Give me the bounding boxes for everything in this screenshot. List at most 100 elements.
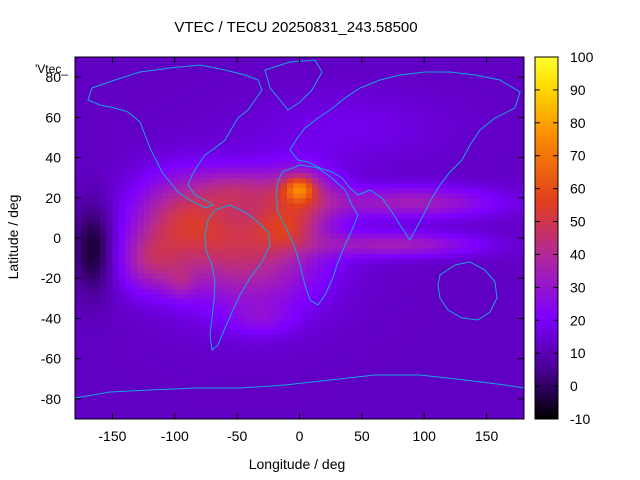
heatmap-cell: [237, 383, 244, 390]
heatmap-cell: [461, 393, 469, 400]
heatmap-cell: [455, 227, 463, 234]
heatmap-cell: [287, 122, 294, 128]
heatmap-cell: [280, 348, 288, 355]
heatmap-cell: [230, 212, 238, 219]
heatmap-cell: [492, 398, 500, 405]
heatmap-cell: [349, 137, 357, 144]
heatmap-cell: [467, 243, 475, 249]
heatmap-cell: [93, 207, 101, 214]
heatmap-cell: [499, 182, 506, 189]
heatmap-cell: [405, 363, 413, 370]
heatmap-cell: [149, 92, 157, 98]
heatmap-cell: [187, 278, 195, 284]
heatmap-cell: [474, 222, 481, 229]
heatmap-cell: [330, 187, 338, 194]
heatmap-cell: [81, 353, 89, 360]
heatmap-cell: [255, 308, 263, 315]
heatmap-cell: [305, 323, 313, 330]
heatmap-cell: [417, 107, 425, 113]
heatmap-cell: [268, 157, 276, 164]
heatmap-cell: [368, 368, 375, 375]
heatmap-cell: [218, 152, 226, 159]
heatmap-cell: [405, 398, 413, 405]
heatmap-cell: [336, 97, 344, 103]
heatmap-cell: [461, 408, 469, 415]
heatmap-cell: [124, 363, 132, 370]
heatmap-cell: [411, 192, 419, 199]
heatmap-cell: [93, 192, 101, 199]
heatmap-cell: [168, 92, 176, 98]
heatmap-cell: [374, 253, 382, 259]
heatmap-cell: [230, 253, 238, 259]
heatmap-cell: [318, 202, 326, 209]
heatmap-cell: [75, 248, 82, 254]
heatmap-cell: [149, 217, 157, 224]
heatmap-cell: [324, 162, 332, 169]
heatmap-cell: [411, 288, 419, 294]
heatmap-cell: [230, 122, 238, 128]
heatmap-cell: [399, 313, 407, 320]
heatmap-cell: [336, 157, 344, 164]
heatmap-cell: [436, 157, 444, 164]
heatmap-cell: [305, 268, 313, 274]
heatmap-cell: [199, 263, 207, 269]
heatmap-cell: [93, 227, 101, 234]
heatmap-cell: [293, 217, 301, 224]
heatmap-cell: [199, 212, 207, 219]
heatmap-cell: [268, 343, 276, 350]
heatmap-cell: [461, 313, 469, 320]
heatmap-cell: [399, 293, 407, 299]
heatmap-cell: [505, 258, 513, 264]
heatmap-cell: [336, 112, 344, 118]
heatmap-cell: [224, 348, 232, 355]
heatmap-cell: [474, 348, 481, 355]
heatmap-cell: [399, 303, 407, 309]
heatmap-cell: [436, 117, 444, 123]
heatmap-cell: [274, 97, 282, 103]
heatmap-cell: [467, 212, 475, 219]
heatmap-cell: [174, 278, 182, 284]
heatmap-cell: [268, 373, 276, 380]
heatmap-cell: [87, 137, 95, 144]
heatmap-cell: [499, 308, 506, 315]
heatmap-cell: [81, 398, 89, 405]
heatmap-cell: [112, 308, 120, 315]
heatmap-cell: [399, 393, 407, 400]
heatmap-cell: [118, 117, 126, 123]
heatmap-cell: [199, 248, 207, 254]
heatmap-cell: [343, 258, 350, 264]
heatmap-cell: [449, 82, 457, 88]
heatmap-cell: [112, 328, 120, 335]
heatmap-cell: [156, 278, 163, 284]
heatmap-cell: [187, 82, 195, 88]
heatmap-cell: [424, 157, 432, 164]
heatmap-cell: [442, 117, 450, 123]
heatmap-cell: [492, 268, 500, 274]
heatmap-cell: [205, 137, 213, 144]
heatmap-cell: [124, 182, 132, 189]
heatmap-cell: [268, 172, 276, 179]
heatmap-cell: [205, 97, 213, 103]
heatmap-cell: [243, 358, 251, 365]
heatmap-cell: [386, 92, 394, 98]
heatmap-cell: [517, 393, 524, 400]
heatmap-cell: [230, 368, 238, 375]
heatmap-cell: [424, 82, 432, 88]
heatmap-cell: [474, 363, 481, 370]
heatmap-cell: [336, 142, 344, 149]
heatmap-cell: [424, 232, 432, 239]
heatmap-cell: [405, 393, 413, 400]
heatmap-cell: [380, 378, 388, 385]
heatmap-cell: [230, 358, 238, 365]
heatmap-cell: [480, 413, 488, 419]
heatmap-cell: [436, 263, 444, 269]
heatmap-cell: [243, 393, 251, 400]
heatmap-cell: [336, 132, 344, 139]
heatmap-cell: [230, 157, 238, 164]
heatmap-cell: [486, 92, 494, 98]
heatmap-cell: [230, 172, 238, 179]
heatmap-cell: [218, 323, 226, 330]
heatmap-cell: [112, 278, 120, 284]
heatmap-cell: [417, 207, 425, 214]
heatmap-cell: [262, 77, 269, 83]
